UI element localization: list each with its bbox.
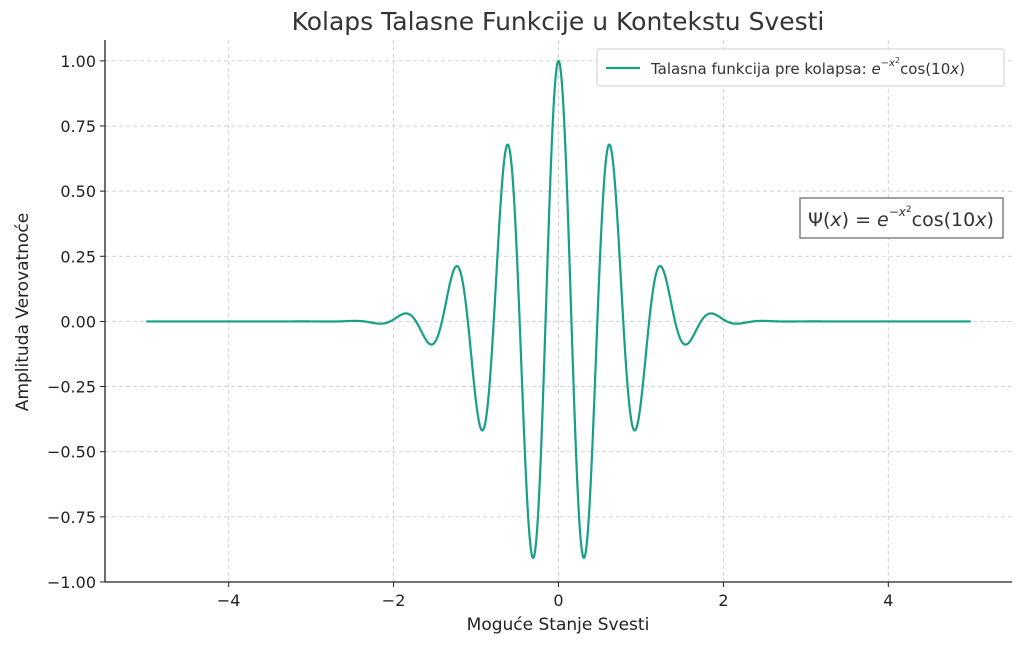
formula-x1: x <box>829 209 842 231</box>
formula-psi: Ψ( <box>808 209 830 231</box>
y-tick-label: −0.75 <box>47 508 96 527</box>
formula-annotation: Ψ(x) = e−x2cos(10x) <box>799 197 1004 239</box>
grid <box>105 40 1012 583</box>
legend-math-close: ) <box>959 60 965 78</box>
x-axis-label: Moguće Stanje Svesti <box>467 615 650 635</box>
formula-close: ) <box>986 209 993 231</box>
y-tick-label: 0.75 <box>60 117 96 136</box>
formula-text: Ψ(x) = e−x2cos(10x) <box>808 205 994 231</box>
y-tick-label: 1.00 <box>60 52 96 71</box>
formula-e: e <box>877 209 889 231</box>
x-tick-label: −2 <box>382 591 406 610</box>
axes: −4 −2 0 2 4 −1.00 −0.75 −0.50 −0.25 0.00 0.25 0.50 0… <box>47 40 1012 610</box>
chart-title: Kolaps Talasne Funkcije u Kontekstu Sves… <box>292 7 825 36</box>
y-tick-label: −0.50 <box>47 443 96 462</box>
formula-x2: x <box>974 209 987 231</box>
x-tick-label: 2 <box>718 591 728 610</box>
legend-math-exp: −x <box>881 58 895 69</box>
legend: Talasna funkcija pre kolapsa: e−x2cos(10… <box>596 48 1005 87</box>
legend-label: Talasna funkcija pre kolapsa: e−x2cos(10… <box>650 56 965 78</box>
x-tick-label: 0 <box>553 591 563 610</box>
y-tick-label: 0.50 <box>60 182 96 201</box>
formula-exp-power: 2 <box>906 205 912 215</box>
series-line <box>145 59 972 560</box>
formula-exp: −x <box>889 205 907 219</box>
legend-math-cos: cos(10 <box>900 60 950 78</box>
y-tick-label: −1.00 <box>47 573 96 592</box>
legend-math-e: e <box>871 60 880 78</box>
x-tick-label: 4 <box>883 591 893 610</box>
legend-label-text: Talasna funkcija pre kolapsa: <box>650 60 871 78</box>
legend-box <box>596 48 1005 87</box>
legend-math-exp-power: 2 <box>895 56 900 65</box>
series-layer <box>145 59 972 560</box>
y-tick-label: 0.00 <box>60 312 96 331</box>
y-axis-label: Amplituda Verovatnoće <box>13 213 33 411</box>
x-tick-label: −4 <box>217 591 241 610</box>
y-tick-label: −0.25 <box>47 378 96 397</box>
formula-eq: ) = <box>842 209 877 231</box>
y-tick-label: 0.25 <box>60 247 96 266</box>
legend-math-x: x <box>949 60 959 78</box>
formula-cos: cos(10 <box>912 209 976 231</box>
formula-box <box>799 197 1004 239</box>
